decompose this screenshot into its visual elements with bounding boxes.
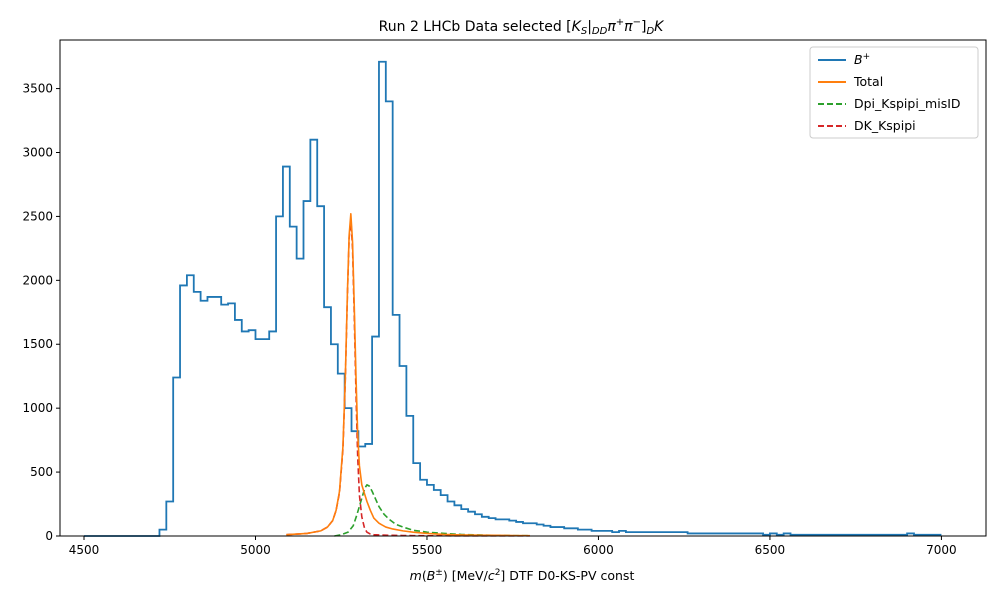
x-tick-label: 6000 bbox=[583, 543, 614, 557]
y-tick-label: 3000 bbox=[22, 145, 53, 159]
y-tick-label: 2500 bbox=[22, 209, 53, 223]
x-tick-label: 5500 bbox=[412, 543, 443, 557]
legend-label-bplus: B+ bbox=[854, 52, 870, 67]
legend-label-dpi-misid: Dpi_Kspipi_misID bbox=[854, 96, 961, 111]
y-tick-label: 1500 bbox=[22, 337, 53, 351]
y-tick-label: 0 bbox=[45, 529, 53, 543]
y-tick-label: 1000 bbox=[22, 401, 53, 415]
x-axis-label: m(B±) [MeV/c2] DTF D0-KS-PV const bbox=[410, 568, 635, 583]
y-axis: 0 500 1000 1500 2000 2500 3000 3500 bbox=[22, 82, 60, 543]
x-axis: 4500 5000 5500 6000 6500 7000 bbox=[69, 536, 957, 557]
y-tick-label: 500 bbox=[30, 465, 53, 479]
legend: B+ Total Dpi_Kspipi_misID DK_Kspipi bbox=[809, 46, 979, 139]
y-tick-label: 3500 bbox=[22, 82, 53, 96]
axes-frame bbox=[59, 39, 987, 537]
series-dk-kspipi bbox=[286, 218, 530, 537]
chart-title: Run 2 LHCb Data selected [KS|DDπ+π−]DK bbox=[379, 17, 665, 37]
histogram-bplus bbox=[84, 60, 942, 537]
x-tick-label: 6500 bbox=[755, 543, 786, 557]
series-total bbox=[286, 213, 530, 537]
x-tick-label: 4500 bbox=[69, 543, 100, 557]
x-tick-label: 5000 bbox=[240, 543, 271, 557]
x-tick-label: 7000 bbox=[926, 543, 957, 557]
legend-label-total: Total bbox=[853, 74, 883, 89]
y-tick-label: 2000 bbox=[22, 273, 53, 287]
legend-box bbox=[809, 46, 979, 139]
legend-label-dk-kspipi: DK_Kspipi bbox=[854, 118, 916, 133]
plot-layer bbox=[84, 60, 942, 537]
